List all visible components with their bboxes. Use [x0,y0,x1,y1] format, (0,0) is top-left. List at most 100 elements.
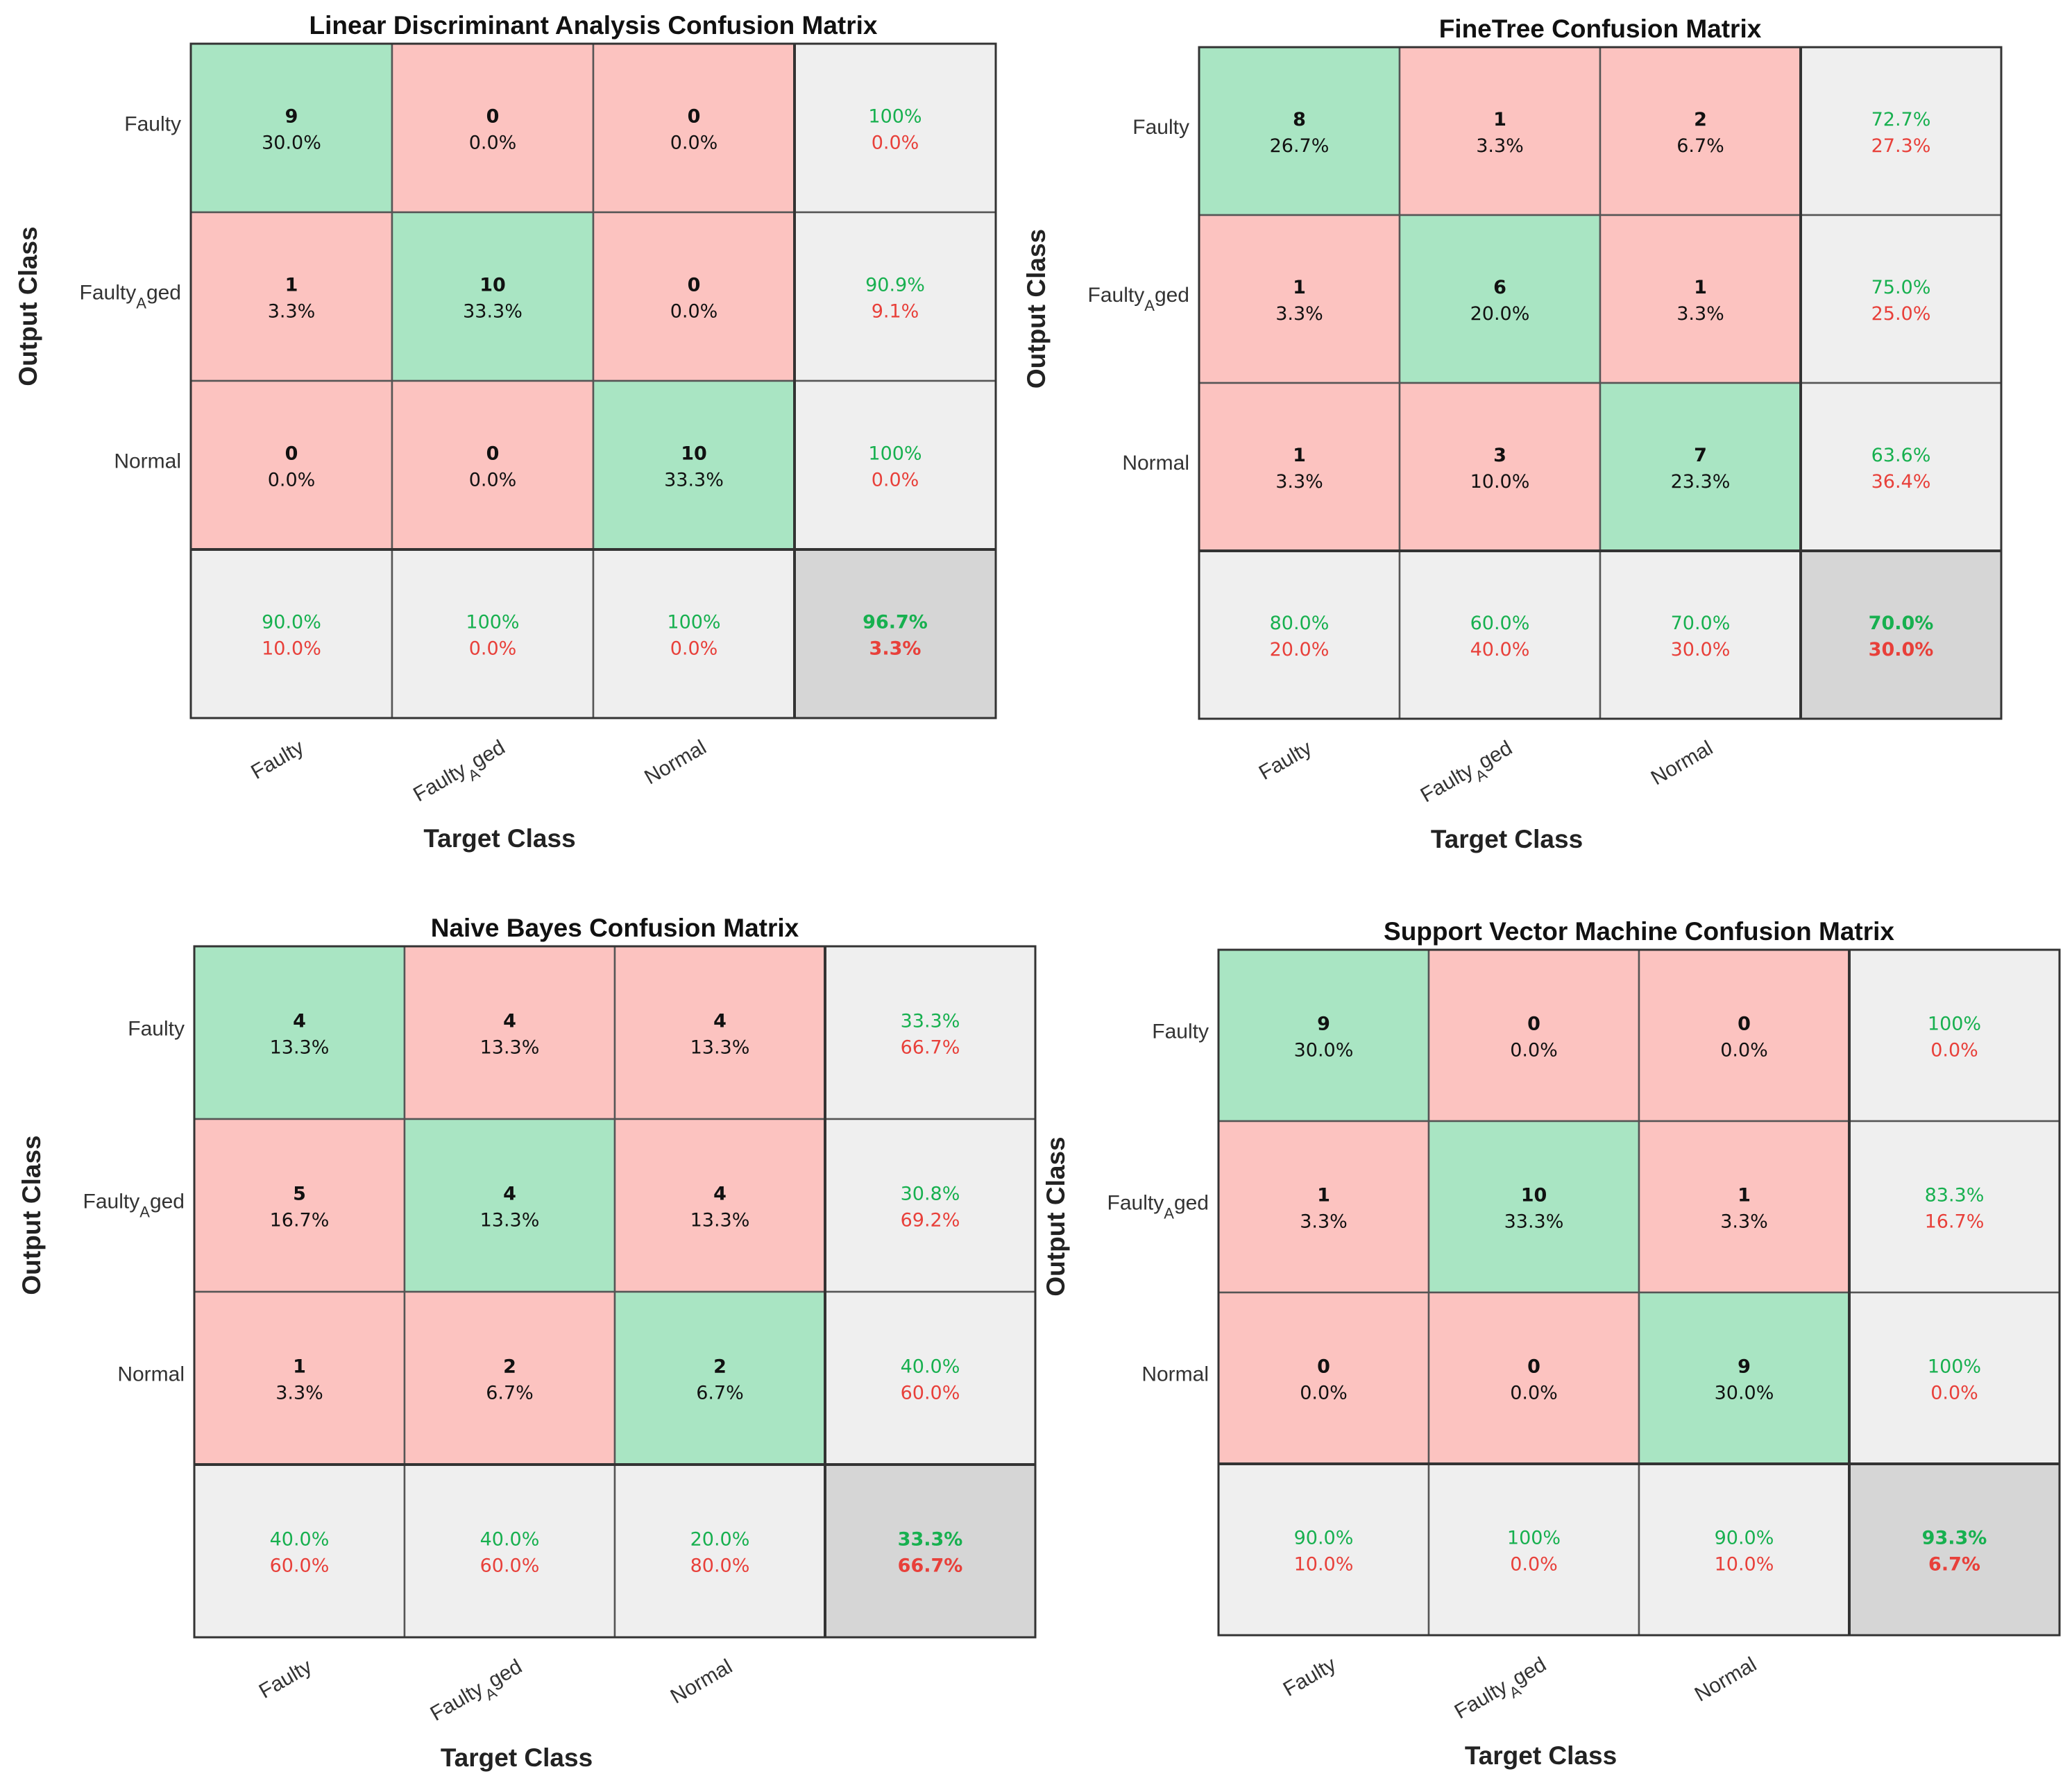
cell-percent-label: 3.3% [1275,471,1323,493]
matrix-cell [613,945,826,1120]
matrix-cell [824,945,1037,1120]
cell-percent-label: 6.7% [1676,135,1724,157]
summary-correct-label: 40.0% [270,1529,330,1551]
col-tick-label: FaultyAged [409,735,513,812]
summary-correct-label: 100% [868,106,922,128]
x-axis-label: Target Class [423,824,575,853]
row-tick-label: Normal [1141,1363,1209,1386]
cell-percent-label: 26.7% [1270,135,1330,157]
cell-count-label: 1 [1493,109,1506,130]
summary-correct-label: 100% [1928,1356,1981,1378]
summary-error-label: 36.4% [1871,471,1931,493]
summary-correct-label: 70.0% [1671,613,1731,634]
summary-error-label: 0.0% [469,638,517,660]
summary-error-label: 66.7% [901,1037,960,1059]
row-tick-label: Normal [1122,452,1189,475]
cell-count-label: 0 [285,443,298,465]
cell-percent-label: 3.3% [1720,1211,1768,1233]
matrix-cell [189,379,393,551]
cell-percent-label: 33.3% [1504,1211,1564,1233]
summary-correct-label: 83.3% [1925,1185,1985,1206]
cell-percent-label: 33.3% [463,301,523,323]
matrix-cell [613,1463,826,1639]
col-tick-label: FaultyAged [427,1655,530,1732]
matrix-border [1198,46,2003,720]
row-tick-label: Faulty [1132,116,1189,139]
col-tick-label: FaultyAged [1417,736,1520,813]
matrix-cell [793,548,997,719]
cell-percent-label: 0.0% [1510,1040,1558,1061]
col-tick-label: FaultyAged [1451,1653,1554,1730]
matrix-cell [193,1290,406,1466]
col-tick-label: Faulty [1280,1653,1340,1700]
cell-percent-label: 0.0% [1510,1383,1558,1404]
matrix-cell [793,211,997,382]
cell-percent-label: 3.3% [1676,303,1724,325]
matrix-border [189,42,997,719]
cell-percent-label: 13.3% [690,1037,750,1059]
cell-count-label: 1 [1293,445,1306,466]
y-axis-label: Output Class [1022,229,1051,389]
summary-error-label: 30.0% [1869,639,1934,660]
cell-percent-label: 13.3% [270,1037,330,1059]
summary-error-label: 20.0% [1270,639,1330,660]
summary-error-label: 0.0% [1930,1383,1978,1404]
cell-count-label: 10 [681,443,707,465]
summary-error-label: 0.0% [670,638,718,660]
matrix-cell [1427,1120,1640,1294]
row-tick-label: FaultyAged [83,1191,185,1221]
matrix-cell [613,1118,826,1293]
summary-correct-label: 90.0% [1715,1528,1774,1549]
summary-correct-label: 40.0% [480,1529,540,1551]
cell-percent-label: 0.0% [469,470,517,491]
cell-percent-label: 0.0% [670,133,718,154]
summary-correct-label: 70.0% [1869,613,1934,634]
cell-percent-label: 23.3% [1671,471,1731,493]
cell-count-label: 10 [1521,1185,1547,1206]
summary-correct-label: 100% [1928,1014,1981,1035]
matrix-cell [1217,948,1430,1123]
matrix-cell [1427,1462,1640,1637]
cell-count-label: 1 [1293,277,1306,298]
matrix-cell [391,211,595,382]
cell-count-label: 0 [1527,1356,1540,1378]
cell-count-label: 1 [293,1356,306,1378]
cell-count-label: 7 [1694,445,1707,466]
confusion-matrix-panel-3: Naive Bayes Confusion Matrix413.3%413.3%… [17,914,1037,1772]
matrix-cell [391,42,595,214]
cell-percent-label: 3.3% [275,1383,323,1404]
matrix-cell [1427,1291,1640,1465]
confusion-matrix-panel-1: Linear Discriminant Analysis Confusion M… [14,11,997,853]
matrix-border [193,945,1037,1639]
matrix-cell [1638,1462,1851,1637]
cell-count-label: 0 [688,275,701,296]
cell-percent-label: 3.3% [1476,135,1524,157]
cell-count-label: 0 [1317,1356,1330,1378]
summary-error-label: 60.0% [901,1383,960,1404]
matrix-cell [1198,214,1401,384]
y-axis-label: Output Class [1042,1136,1070,1296]
summary-error-label: 0.0% [1930,1040,1978,1061]
matrix-cell [1638,1120,1851,1294]
summary-correct-label: 33.3% [901,1011,960,1032]
x-axis-label: Target Class [441,1743,593,1772]
row-tick-label: FaultyAged [1107,1192,1209,1222]
cell-percent-label: 13.3% [480,1037,540,1059]
matrix-cell [793,42,997,214]
summary-correct-label: 90.9% [865,275,925,296]
cell-count-label: 1 [1738,1185,1751,1206]
summary-error-label: 60.0% [270,1555,330,1577]
matrix-cell [1638,948,1851,1123]
matrix-cell [1799,214,2003,384]
col-tick-label: Normal [640,735,710,789]
matrix-cell [193,1463,406,1639]
col-tick-label: Faulty [255,1655,316,1703]
y-axis-label: Output Class [17,1135,46,1295]
summary-error-label: 25.0% [1871,303,1931,325]
x-axis-label: Target Class [1431,825,1583,853]
matrix-cell [1599,382,1802,552]
summary-correct-label: 100% [667,612,720,633]
matrix-cell [592,42,796,214]
row-tick-label: Faulty [1152,1021,1209,1043]
col-tick-label: Faulty [1255,736,1316,784]
